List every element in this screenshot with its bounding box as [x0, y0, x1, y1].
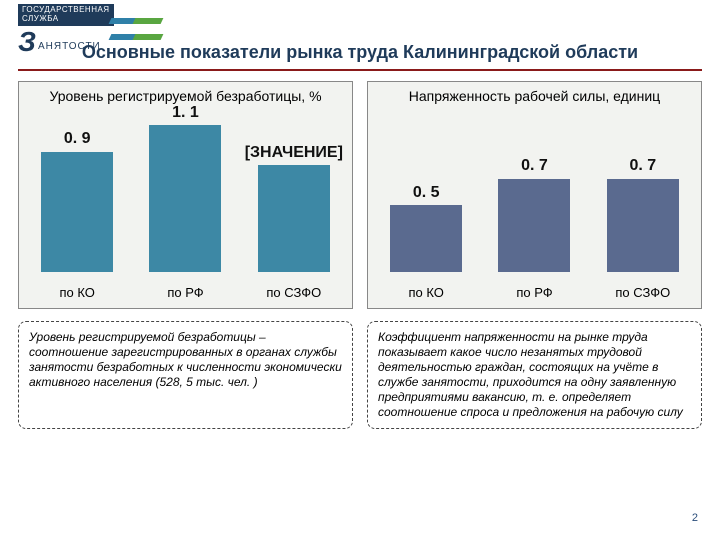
xlabel: по СЗФО	[245, 285, 343, 300]
xlabel: по СЗФО	[594, 285, 692, 300]
bar-value-label: 0. 7	[629, 158, 656, 175]
logo-stripes	[110, 11, 158, 45]
bar-0: 0. 9	[28, 131, 126, 272]
note-tension: Коэффициент напряженности на рынке труда…	[367, 321, 702, 429]
logo-sub: АНЯТОСТИ	[38, 41, 101, 52]
page-number: 2	[692, 512, 698, 524]
bar-2: 0. 7	[594, 158, 692, 272]
bar-rect	[41, 152, 113, 272]
bar-value-label: 0. 7	[521, 158, 548, 175]
logo-box: ГОСУДАРСТВЕННАЯ СЛУЖБА	[18, 4, 114, 26]
bar-rect	[498, 179, 570, 272]
bar-rect	[607, 179, 679, 272]
xlabel: по РФ	[137, 285, 235, 300]
logo-letter: З	[18, 26, 36, 58]
bar-value-label: [ЗНАЧЕНИЕ]	[245, 145, 343, 162]
chart-unemployment: Уровень регистрируемой безработицы, % 0.…	[18, 81, 353, 309]
charts-row: Уровень регистрируемой безработицы, % 0.…	[18, 81, 702, 309]
chart-left-plot: 0. 91. 1[ЗНАЧЕНИЕ] по КОпо РФпо СЗФО	[23, 110, 348, 300]
bar-rect	[390, 205, 462, 272]
chart-tension: Напряженность рабочей силы, единиц 0. 50…	[367, 81, 702, 309]
bar-0: 0. 5	[377, 185, 475, 272]
bar-rect	[258, 165, 330, 272]
xlabel: по КО	[377, 285, 475, 300]
xlabel: по КО	[28, 285, 126, 300]
bar-2: [ЗНАЧЕНИЕ]	[245, 145, 343, 272]
notes-row: Уровень регистрируемой безработицы – соо…	[18, 321, 702, 429]
bar-1: 1. 1	[137, 105, 235, 272]
bar-value-label: 0. 9	[64, 131, 91, 148]
chart-left-subtitle: Уровень регистрируемой безработицы, %	[23, 88, 348, 104]
title-rule	[18, 69, 702, 71]
chart-right-plot: 0. 5 0. 7 0. 7 по КО по РФ по СЗФО	[372, 110, 697, 300]
bar-rect	[149, 125, 221, 272]
bar-value-label: 0. 5	[413, 185, 440, 202]
bar-value-label: 1. 1	[172, 105, 199, 122]
logo-line2: СЛУЖБА	[22, 15, 110, 24]
note-unemployment: Уровень регистрируемой безработицы – соо…	[18, 321, 353, 429]
bar-1: 0. 7	[486, 158, 584, 272]
agency-logo: ГОСУДАРСТВЕННАЯ СЛУЖБА З АНЯТОСТИ	[18, 4, 158, 52]
xlabel: по РФ	[486, 285, 584, 300]
chart-right-subtitle: Напряженность рабочей силы, единиц	[372, 88, 697, 104]
